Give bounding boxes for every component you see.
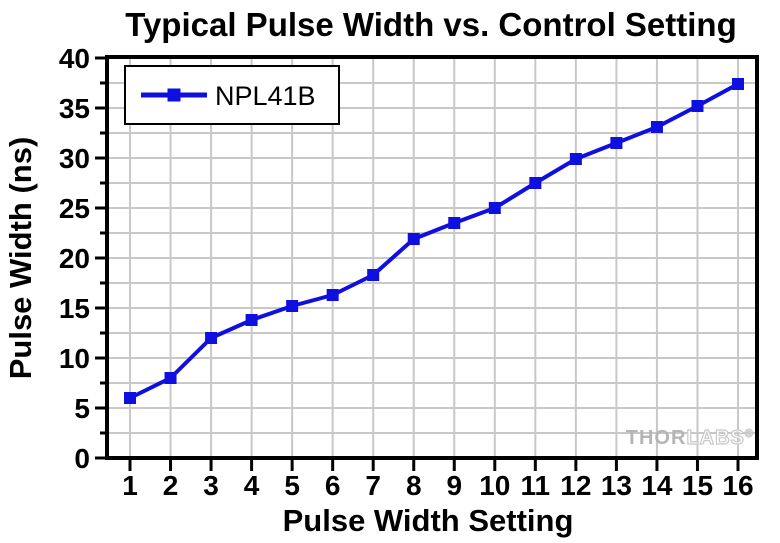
- x-axis-tick-label: 16: [722, 470, 753, 501]
- data-point-marker: [326, 289, 339, 301]
- legend-marker-square: [167, 88, 181, 102]
- x-axis-tick-label: 7: [365, 470, 381, 501]
- x-axis-tick-label: 4: [244, 470, 260, 501]
- x-axis-tick-label: 12: [560, 470, 591, 501]
- thorlabs-watermark: THORLABS®: [626, 427, 754, 449]
- data-point-marker: [610, 137, 623, 149]
- data-point-marker: [164, 372, 177, 384]
- thorlabs-watermark-labs: LABS: [686, 427, 744, 449]
- legend: NPL41B: [124, 65, 340, 125]
- data-point-marker: [569, 153, 582, 165]
- data-point-marker: [529, 177, 542, 189]
- thorlabs-watermark-thor: THOR: [626, 427, 687, 449]
- x-axis-tick-label: 14: [641, 470, 673, 501]
- data-point-marker: [367, 269, 380, 281]
- data-point-marker: [732, 78, 744, 90]
- y-axis-tick-label: 5: [74, 393, 90, 424]
- data-series: [124, 78, 744, 404]
- y-axis-tick-label: 10: [59, 343, 90, 374]
- x-axis-tick-label: 9: [446, 470, 462, 501]
- series-line: [129, 82, 739, 400]
- x-axis-label: Pulse Width Setting: [283, 503, 574, 538]
- x-axis-tick-label: 10: [479, 470, 510, 501]
- data-point-marker: [245, 314, 258, 326]
- x-axis-tick-label: 5: [284, 470, 300, 501]
- data-point-marker: [124, 392, 136, 404]
- data-point-marker: [205, 332, 218, 344]
- registered-trademark-icon: ®: [745, 428, 754, 440]
- y-axis-tick-label: 30: [59, 143, 90, 174]
- x-axis-tick-label: 2: [163, 470, 179, 501]
- y-axis-label: Pulse Width (ns): [3, 137, 38, 380]
- data-point-marker: [286, 300, 299, 312]
- y-axis-tick-label: 25: [59, 193, 90, 224]
- data-point-marker: [407, 233, 420, 245]
- axis-ticks: [95, 56, 740, 471]
- data-point-marker: [650, 121, 663, 133]
- x-axis-tick-label: 11: [521, 470, 551, 501]
- y-axis-tick-label: 20: [59, 243, 90, 274]
- legend-series-label: NPL41B: [215, 81, 316, 111]
- x-axis-tick-label: 3: [203, 470, 219, 501]
- x-axis-tick-label: 8: [406, 470, 422, 501]
- y-axis-tick-label: 15: [59, 293, 90, 324]
- data-point-marker: [448, 217, 461, 229]
- x-axis-tick-label: 15: [682, 470, 713, 501]
- chart-title: Typical Pulse Width vs. Control Setting: [125, 6, 736, 43]
- x-axis-tick-label: 6: [325, 470, 341, 501]
- x-axis-tick-label: 1: [122, 470, 138, 501]
- legend-box: [124, 65, 340, 125]
- y-axis-tick-label: 0: [74, 443, 90, 474]
- data-point-marker: [488, 202, 501, 214]
- y-axis-tick-label: 40: [59, 43, 90, 74]
- data-point-marker: [691, 100, 704, 112]
- y-axis-tick-label: 35: [59, 93, 90, 124]
- x-axis-tick-label: 13: [601, 470, 632, 501]
